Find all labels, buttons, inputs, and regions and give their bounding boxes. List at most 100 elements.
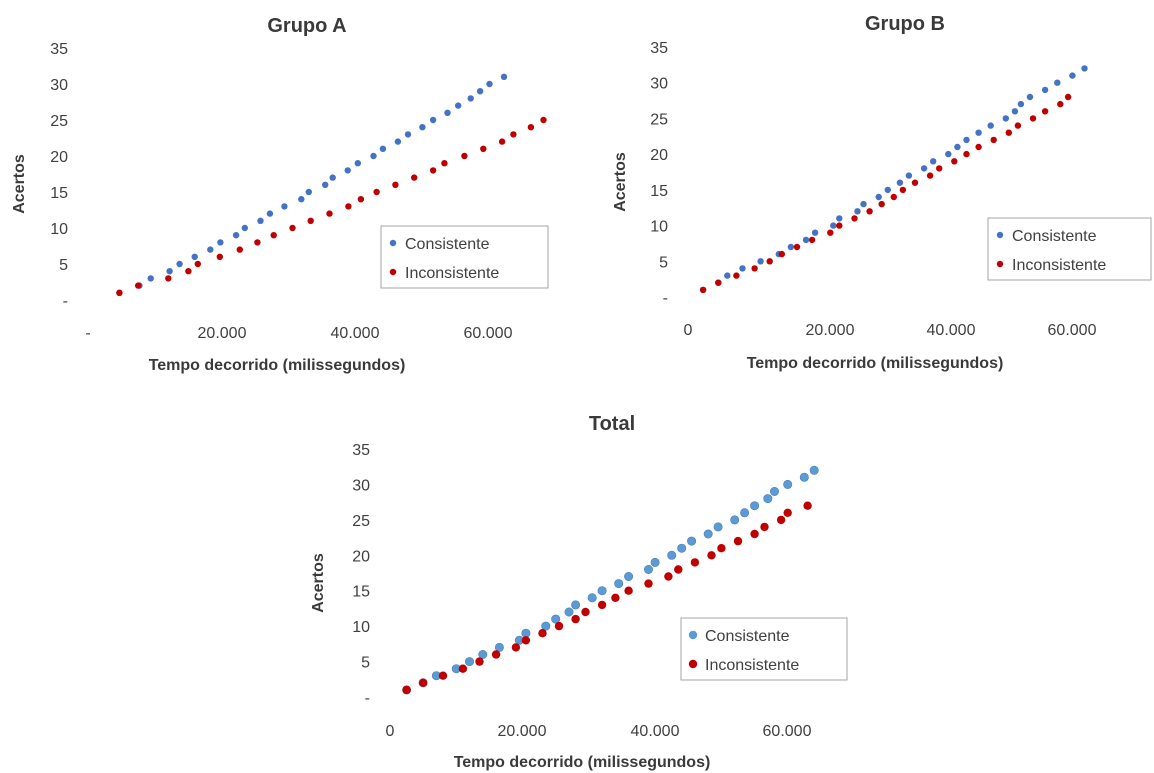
data-point: [860, 200, 867, 208]
data-point: [191, 253, 198, 260]
data-point: [455, 102, 462, 109]
data-point: [811, 229, 819, 236]
data-point: [494, 642, 504, 652]
data-point: [739, 265, 746, 272]
data-point: [257, 217, 264, 224]
data-point: [614, 579, 624, 589]
y-tick-label: 15: [650, 183, 668, 200]
data-point: [298, 196, 305, 203]
data-point: [571, 614, 580, 624]
y-tick-label: 20: [650, 147, 668, 164]
x-axis-label: Tempo decorrido (milissegundos): [747, 355, 1004, 372]
data-point: [289, 224, 296, 232]
data-point: [760, 522, 769, 532]
data-point: [769, 487, 779, 497]
data-point: [1011, 108, 1019, 115]
data-point: [783, 479, 793, 489]
x-tick-label: 0: [684, 322, 693, 339]
data-point: [254, 239, 261, 246]
data-point: [990, 136, 997, 144]
data-point: [392, 181, 399, 188]
series-consistente: [116, 73, 508, 296]
data-point: [564, 607, 574, 617]
data-point: [1054, 79, 1061, 86]
legend-marker-inconsistente: [996, 260, 1004, 268]
chart-grupo-b: Grupo B - 5 10 15 20 25 30 35 0 20.000 40.000 60.000…: [612, 13, 1152, 372]
legend-label-inconsistente: Inconsistente: [705, 657, 799, 674]
chart-title: Grupo A: [267, 15, 346, 37]
data-point: [740, 508, 750, 518]
y-tick-label: 25: [650, 111, 668, 128]
data-point: [763, 494, 773, 504]
data-point: [135, 282, 142, 289]
x-tick-label: 40.000: [631, 723, 680, 740]
data-point: [354, 160, 361, 167]
data-point: [836, 222, 843, 229]
y-tick-label: 35: [50, 41, 68, 58]
data-point: [808, 236, 816, 244]
y-tick-label: 20: [352, 548, 370, 565]
y-tick-label: -: [663, 290, 668, 307]
legend-marker-inconsistente: [688, 659, 698, 669]
chart-title: Total: [589, 413, 635, 435]
data-point: [730, 515, 740, 525]
y-tick-label: 25: [50, 113, 68, 130]
data-point: [467, 95, 474, 102]
data-point: [147, 275, 154, 282]
legend: Consistente Inconsistente: [380, 225, 549, 289]
data-point: [394, 138, 402, 145]
y-tick-label: 10: [650, 219, 668, 236]
data-point: [281, 203, 288, 210]
data-point: [476, 88, 484, 95]
data-point: [551, 614, 561, 624]
series-consistente: [699, 65, 1088, 294]
y-tick-label: 5: [659, 254, 668, 271]
data-point: [232, 232, 240, 239]
data-point: [945, 150, 952, 158]
y-tick-label: 15: [352, 584, 370, 601]
x-tick-label: 40.000: [331, 325, 380, 342]
data-point: [1026, 93, 1034, 101]
data-point: [611, 593, 620, 602]
data-point: [404, 131, 412, 138]
data-point: [1041, 108, 1049, 115]
data-point: [344, 167, 351, 174]
x-tick-label: 20.000: [806, 322, 855, 339]
data-point: [724, 272, 731, 279]
y-tick-label: 30: [50, 77, 68, 94]
data-point: [1057, 100, 1064, 108]
data-point: [920, 165, 928, 172]
data-point: [370, 152, 377, 160]
data-point: [809, 465, 819, 475]
data-point: [458, 664, 468, 673]
data-point: [480, 145, 487, 152]
y-tick-label: 20: [50, 149, 68, 166]
data-point: [538, 629, 547, 638]
data-point: [510, 131, 517, 138]
data-point: [554, 621, 564, 631]
data-point: [527, 124, 535, 131]
data-point: [500, 73, 508, 81]
data-point: [975, 129, 982, 136]
data-point: [429, 167, 437, 174]
y-tick-label: 30: [650, 76, 668, 93]
data-point: [703, 529, 713, 539]
legend-box: [380, 225, 549, 289]
data-point: [750, 529, 759, 539]
data-point: [216, 253, 223, 260]
data-point: [1029, 115, 1037, 122]
data-point: [757, 258, 764, 265]
data-point: [441, 160, 448, 167]
data-point: [270, 232, 277, 239]
y-tick-label: 30: [352, 477, 370, 494]
chart-total: Total - 5 10 15 20 25 30 35 0 20.000 40.000 60.000 Te…: [310, 413, 848, 771]
y-tick-label: 5: [59, 257, 68, 274]
data-point: [650, 557, 660, 567]
legend: Consistente Inconsistente: [680, 617, 848, 681]
legend-marker-consistente: [996, 231, 1004, 239]
data-point: [787, 243, 795, 251]
data-point: [750, 501, 760, 511]
data-point: [165, 275, 172, 282]
data-point: [674, 565, 683, 574]
data-point: [465, 657, 475, 667]
